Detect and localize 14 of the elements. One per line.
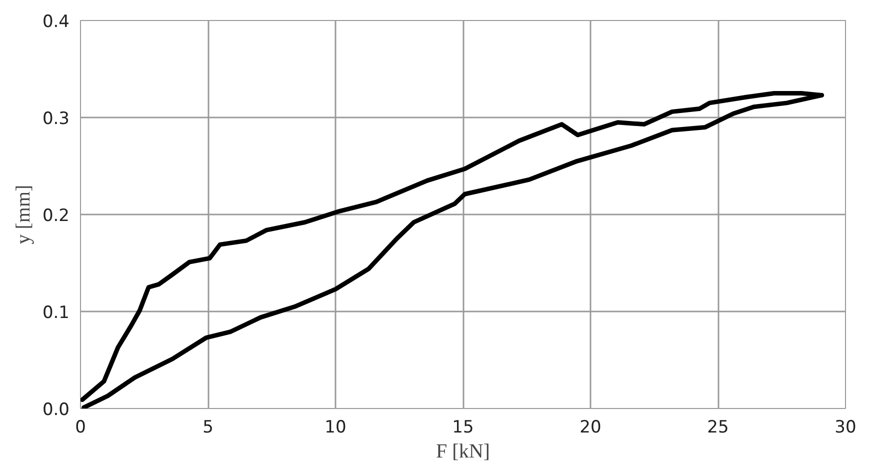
y-axis-title: y [mm] <box>12 184 34 244</box>
x-tick-label: 10 <box>324 418 346 438</box>
x-tick-label: 0 <box>75 418 86 438</box>
y-tick-label: 0.3 <box>42 109 70 129</box>
x-tick-label: 15 <box>452 418 474 438</box>
y-tick-label: 0.0 <box>42 400 70 420</box>
x-tick-label: 20 <box>580 418 602 438</box>
x-axis-title: F [kN] <box>436 440 490 462</box>
y-tick-label: 0.4 <box>42 12 70 32</box>
x-tick-label: 5 <box>202 418 214 438</box>
x-tick-label: 25 <box>707 418 729 438</box>
y-tick-label: 0.2 <box>42 206 70 226</box>
y-tick-label: 0.1 <box>42 303 70 323</box>
x-tick-label: 30 <box>834 418 856 438</box>
